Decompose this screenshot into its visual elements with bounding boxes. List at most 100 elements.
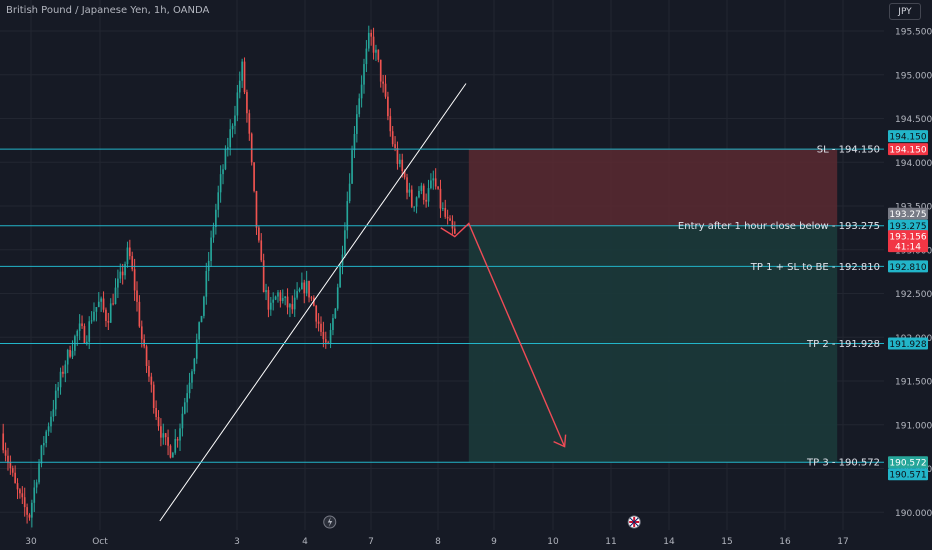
time-tick-label: 9: [491, 537, 497, 547]
candle-body: [432, 178, 435, 181]
candle-body: [310, 297, 313, 299]
candle-body: [191, 371, 193, 383]
candle-body: [322, 331, 325, 340]
candle-body: [396, 147, 399, 164]
candle-body: [114, 287, 117, 305]
time-tick-label: 14: [663, 537, 675, 547]
candle-body: [59, 371, 62, 388]
candle-body: [370, 32, 373, 37]
candle-body: [248, 113, 251, 134]
candle-body: [26, 507, 28, 515]
candle-body: [449, 218, 451, 221]
candle-body: [160, 426, 162, 438]
candle-body: [90, 320, 93, 322]
candle-body: [42, 443, 45, 446]
candle-body: [188, 382, 191, 394]
candle-body: [274, 296, 277, 300]
candle-body: [226, 147, 229, 150]
candle-body: [181, 413, 184, 429]
candle-body: [399, 159, 401, 164]
candle-body: [389, 116, 392, 132]
flag-saltire: [629, 517, 639, 527]
candle-body: [255, 191, 258, 228]
candle-body: [126, 247, 129, 265]
candle-body: [291, 304, 294, 310]
candle-body: [327, 342, 329, 344]
candle-body: [418, 190, 420, 198]
candle-body: [437, 186, 439, 189]
position-zones: [468, 149, 838, 463]
lightning-glyph: [327, 517, 333, 527]
candle-body: [124, 264, 126, 276]
candle-body: [167, 437, 169, 446]
price-levels[interactable]: SL - 194.150 Entry after 1 hour close bel…: [0, 145, 884, 469]
price-tick-label: 191.500: [895, 378, 932, 388]
candle-body: [19, 489, 21, 494]
trendline-segment[interactable]: [159, 83, 467, 522]
candle-body: [234, 115, 236, 126]
candle-body: [54, 390, 57, 410]
projection-arrow[interactable]: [440, 222, 567, 448]
time-tick-label: 8: [435, 537, 441, 547]
candle-body: [444, 208, 447, 217]
trendline[interactable]: [159, 83, 467, 522]
chart-title: British Pound / Japanese Yen, 1h, OANDA: [6, 5, 210, 16]
candle-body: [277, 292, 279, 297]
countdown-label: 41:14: [895, 243, 921, 253]
level-label: TP 3 - 190.572: [806, 458, 880, 469]
candle-body: [375, 49, 377, 53]
candle-body: [401, 159, 404, 171]
projection-path[interactable]: [440, 222, 566, 447]
candle-body: [109, 303, 112, 323]
candle-body: [293, 297, 296, 310]
candle-body: [69, 350, 71, 357]
current-price-label: 193.156: [889, 233, 926, 243]
candle-body: [334, 308, 337, 319]
candle-body: [112, 303, 114, 305]
candle-body: [76, 330, 79, 337]
candle-body: [152, 384, 155, 408]
candle-body: [308, 280, 310, 298]
candle-body: [45, 431, 48, 444]
candle-body: [243, 61, 246, 93]
candle-body: [324, 339, 327, 343]
candle-body: [279, 292, 282, 302]
candle-body: [236, 92, 239, 116]
candle-body: [231, 125, 234, 130]
candle-body: [260, 240, 263, 261]
candle-body: [117, 278, 119, 288]
sl-tag-top: 194.150: [889, 133, 926, 143]
candle-body: [155, 407, 157, 417]
candle-body: [107, 320, 110, 323]
candle-body: [9, 462, 12, 469]
candle-body: [286, 296, 289, 308]
tp1-tag-bg: [888, 260, 928, 273]
price-tick-label: 194.500: [895, 115, 932, 125]
candle-body: [136, 290, 138, 302]
candle-body: [71, 350, 74, 357]
candle-body: [88, 321, 91, 342]
time-axis[interactable]: 30 Oct 3 4 7 8 9 10 11 14 15 16 17: [0, 530, 932, 550]
event-markers[interactable]: [323, 515, 641, 529]
entry-tag-top-bg: [888, 207, 928, 220]
candle-body: [169, 445, 172, 458]
candle-body: [105, 309, 107, 321]
candle-body: [162, 433, 165, 438]
candle-body: [21, 493, 24, 498]
entry-tag-top: 193.275: [889, 210, 926, 220]
price-axis[interactable]: 195.500195.000194.500194.000193.500193.0…: [884, 0, 932, 550]
candle-body: [157, 416, 160, 427]
level-label: TP 2 - 191.928: [806, 339, 880, 350]
candle-body: [229, 129, 232, 148]
candle-body: [422, 185, 425, 200]
candle-body: [131, 256, 134, 270]
candle-body: [4, 450, 7, 456]
candle-body: [269, 302, 272, 310]
currency-button[interactable]: JPY: [889, 3, 921, 20]
candle-body: [28, 514, 31, 518]
candle-body: [420, 185, 423, 191]
price-tick-label: 195.500: [895, 28, 932, 38]
candle-body: [238, 80, 241, 93]
candle-body: [64, 364, 67, 374]
